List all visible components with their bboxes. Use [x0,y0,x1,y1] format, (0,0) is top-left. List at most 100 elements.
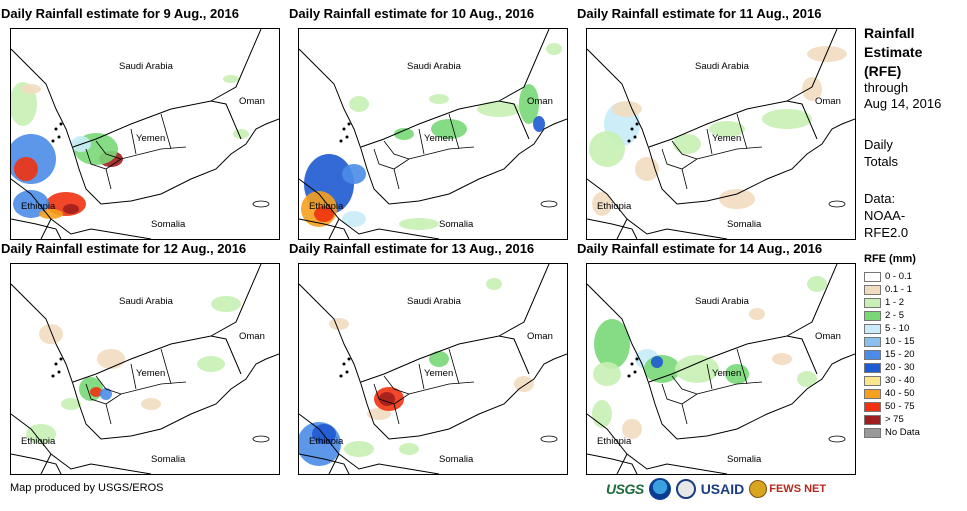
border-saudi-yemen [648,100,818,148]
country-label: Somalia [151,454,186,465]
map-frame: Saudi Arabia Oman Yemen Ethiopia Somalia [298,28,568,240]
island [635,357,639,361]
legend-item: 0 - 0.1 [864,270,920,283]
legend-label: 10 - 15 [885,336,915,347]
africa-coastline [11,413,152,474]
panel-title: Daily Rainfall estimate for 12 Aug., 201… [1,241,247,256]
rainfall-patch [477,101,521,117]
through-label: through [864,80,909,95]
border-saudi-yemen [360,335,530,383]
country-label: Yemen [136,368,165,379]
legend-item: 1 - 2 [864,296,920,309]
island [627,139,631,143]
map-panel-aug10: Daily Rainfall estimate for 10 Aug., 201… [288,6,576,246]
rainfall-patch [592,192,612,216]
legend-swatch [864,427,881,438]
border-saudi-yemen [72,335,242,383]
legend-item: 40 - 50 [864,387,920,400]
rainfall-patch [533,116,545,132]
logo-strip: USGS USAID FEWS NET [606,478,826,500]
africa-coastline [587,178,728,239]
border-oman [210,29,262,102]
governorate-boundaries [85,348,187,425]
through-date: Aug 14, 2016 [864,96,942,111]
legend-label: 0 - 0.1 [885,271,912,282]
legend-label: 50 - 75 [885,401,915,412]
country-label: Ethiopia [309,436,344,447]
country-label: Somalia [439,219,474,230]
rainfall-patch [367,408,391,420]
governorate-boundaries [661,113,763,190]
sidebar-daily: Daily Totals [864,136,964,170]
island [342,127,346,131]
country-label: Oman [239,331,265,342]
island [57,135,61,139]
socotra-island [252,200,270,208]
coastline [299,283,567,440]
rainfall-map: Saudi Arabia Oman Yemen Ethiopia Somalia [299,264,567,474]
rainfall-patch [622,419,642,439]
legend-item: > 75 [864,413,920,426]
country-label: Somalia [727,454,762,465]
island [345,370,349,374]
legend-swatch [864,336,881,347]
island [57,370,61,374]
border-oman [210,264,262,337]
panel-title: Daily Rainfall estimate for 14 Aug., 201… [577,241,823,256]
border-ethiopia-somalia [299,218,350,239]
rainfall-patch [399,218,439,230]
rainfall-patch [519,84,539,124]
rainfall-patch [329,318,349,330]
rainfall-patch [593,362,621,386]
rainfall-patch [233,129,249,139]
legend-swatch [864,362,881,373]
country-label: Yemen [712,368,741,379]
country-label: Ethiopia [21,436,56,447]
rainfall-patch [13,190,49,218]
island [347,357,351,361]
africa-coastline [299,178,440,239]
legend-label: > 75 [885,414,904,425]
country-label: Oman [527,331,553,342]
credit-text: Map produced by USGS/EROS [10,482,164,494]
coastline [11,48,279,205]
border-ethiopia-somalia [11,218,62,239]
rainfall-patch [21,84,41,94]
rainfall-patch [429,351,449,367]
legend-swatch [864,349,881,360]
map-frame: Saudi Arabia Oman Yemen Ethiopia Somalia [298,263,568,475]
rainfall-map: Saudi Arabia Oman Yemen Ethiopia Somalia [587,29,855,239]
border-saudi-yemen [72,100,242,148]
rainfall-patch [14,157,38,181]
panel-title: Daily Rainfall estimate for 13 Aug., 201… [289,241,535,256]
map-panel-aug14: Daily Rainfall estimate for 14 Aug., 201… [576,241,864,481]
rainfall-map: Saudi Arabia Oman Yemen Ethiopia Somalia [587,264,855,474]
rainfall-patch [514,376,534,392]
island [633,135,637,139]
country-label: Yemen [712,133,741,144]
border-ethiopia-somalia [587,218,638,239]
legend-item: 15 - 20 [864,348,920,361]
legend-item: 0.1 - 1 [864,283,920,296]
country-label: Oman [239,96,265,107]
country-label: Yemen [424,368,453,379]
country-label: Oman [527,96,553,107]
governorate-boundaries [85,113,187,190]
africa-coastline [299,413,440,474]
rainfall-patch [772,353,792,365]
rainfall-patch [612,101,642,117]
rainfall-patch [651,356,663,368]
island [345,135,349,139]
rainfall-patch [589,131,625,167]
border-ethiopia-somalia [587,453,638,474]
island [54,362,58,366]
country-label: Saudi Arabia [407,61,462,72]
country-label: Ethiopia [597,436,632,447]
rainfall-map: Saudi Arabia Oman Yemen Ethiopia Somalia [299,29,567,239]
legend-item: 10 - 15 [864,335,920,348]
border-saudi-yemen [360,100,530,148]
sidebar-data-source: Data: NOAA- RFE2.0 [864,190,964,241]
legend: 0 - 0.1 0.1 - 1 1 - 2 2 - 5 5 - 10 10 - … [864,270,920,439]
island [630,362,634,366]
island [342,362,346,366]
